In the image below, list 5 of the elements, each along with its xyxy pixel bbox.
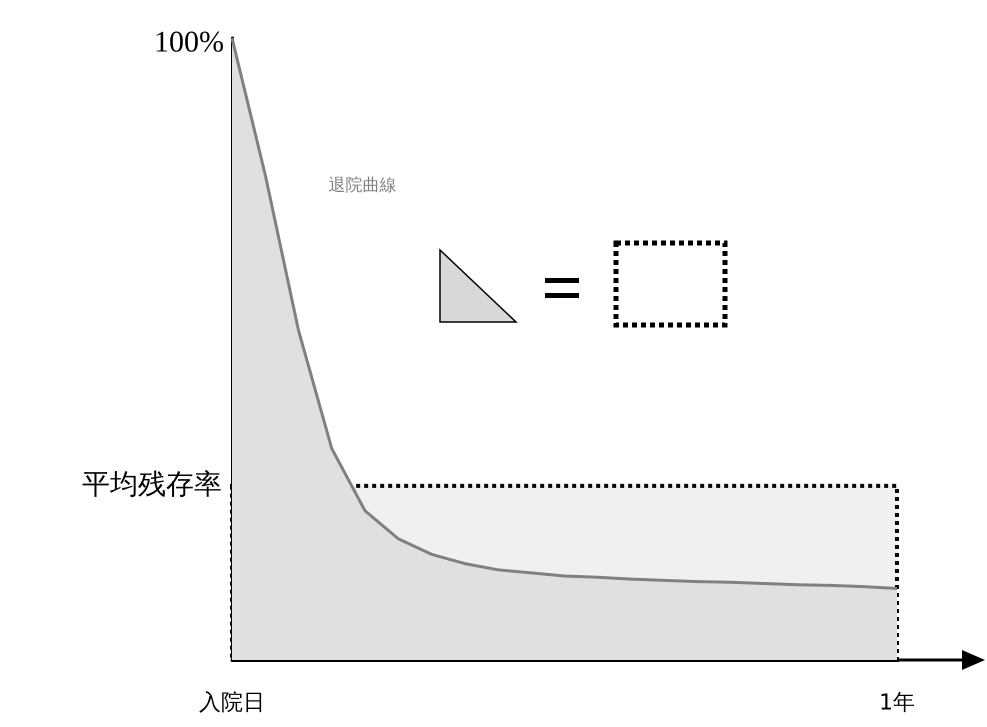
x-tick-label: 入院日	[199, 690, 265, 716]
x-tick-label: 1年	[879, 690, 915, 716]
text: 100%	[154, 26, 224, 58]
band-label: 平均残存率	[82, 467, 222, 500]
text: 退院曲線	[328, 175, 396, 196]
